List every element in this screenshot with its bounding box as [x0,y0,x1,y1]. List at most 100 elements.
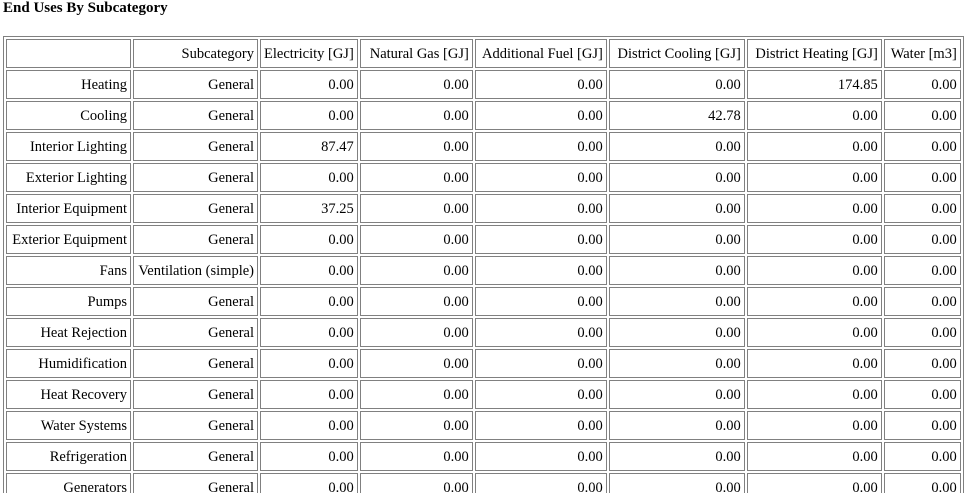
header-cell-additional-fuel: Additional Fuel [GJ] [474,39,607,68]
header-cell-water: Water [m3] [883,39,961,68]
subcategory-cell: General [133,194,258,223]
row-label-cell: Water Systems [6,411,131,440]
district-cooling-cell: 0.00 [608,194,745,223]
table-row: Pumps General 0.00 0.00 0.00 0.00 0.00 0.00 [6,287,961,316]
table-row: Exterior Equipment General 0.00 0.00 0.00 0.0… [6,225,961,254]
subcategory-cell: General [133,287,258,316]
district-heating-cell: 0.00 [746,163,882,192]
district-heating-cell: 0.00 [746,256,882,285]
water-cell: 0.00 [883,132,961,161]
table-row: Interior Lighting General 87.47 0.00 0.00 0.0… [6,132,961,161]
row-label-cell: Humidification [6,349,131,378]
table-row: Refrigeration General 0.00 0.00 0.00 0.00 0.00… [6,442,961,471]
additional-fuel-cell: 0.00 [474,287,607,316]
natural-gas-cell: 0.00 [359,194,473,223]
water-cell: 0.00 [883,101,961,130]
water-cell: 0.00 [883,473,961,493]
row-label-cell: Exterior Lighting [6,163,131,192]
header-cell-district-heating: District Heating [GJ] [746,39,882,68]
electricity-cell: 0.00 [260,256,358,285]
subcategory-cell: General [133,70,258,99]
end-uses-table: Subcategory Electricity [GJ] Natural Gas… [3,36,964,493]
electricity-cell: 0.00 [260,287,358,316]
row-label-cell: Heat Rejection [6,318,131,347]
row-label-cell: Cooling [6,101,131,130]
subcategory-cell: General [133,442,258,471]
additional-fuel-cell: 0.00 [474,225,607,254]
district-heating-cell: 0.00 [746,194,882,223]
additional-fuel-cell: 0.00 [474,318,607,347]
district-cooling-cell: 0.00 [608,473,745,493]
additional-fuel-cell: 0.00 [474,442,607,471]
natural-gas-cell: 0.00 [359,101,473,130]
district-heating-cell: 0.00 [746,225,882,254]
table-row: Heating General 0.00 0.00 0.00 0.00 174.85 0.00 [6,70,961,99]
table-header-row: Subcategory Electricity [GJ] Natural Gas… [6,39,961,68]
natural-gas-cell: 0.00 [359,70,473,99]
natural-gas-cell: 0.00 [359,287,473,316]
district-cooling-cell: 0.00 [608,380,745,409]
row-label-cell: Refrigeration [6,442,131,471]
header-cell-natural-gas: Natural Gas [GJ] [359,39,473,68]
table-row: Generators General 0.00 0.00 0.00 0.00 0.00 0.0… [6,473,961,493]
district-heating-cell: 0.00 [746,318,882,347]
row-label-cell: Heating [6,70,131,99]
subcategory-cell: General [133,318,258,347]
natural-gas-cell: 0.00 [359,318,473,347]
header-cell-subcategory: Subcategory [133,39,258,68]
district-heating-cell: 0.00 [746,101,882,130]
subcategory-cell: General [133,349,258,378]
water-cell: 0.00 [883,194,961,223]
table-row: Humidification General 0.00 0.00 0.00 0.00 0.0… [6,349,961,378]
district-cooling-cell: 0.00 [608,411,745,440]
row-label-cell: Generators [6,473,131,493]
water-cell: 0.00 [883,411,961,440]
water-cell: 0.00 [883,442,961,471]
natural-gas-cell: 0.00 [359,380,473,409]
district-cooling-cell: 0.00 [608,163,745,192]
water-cell: 0.00 [883,287,961,316]
district-cooling-cell: 42.78 [608,101,745,130]
subcategory-cell: General [133,163,258,192]
row-label-cell: Interior Lighting [6,132,131,161]
water-cell: 0.00 [883,70,961,99]
row-label-cell: Interior Equipment [6,194,131,223]
subcategory-cell: General [133,380,258,409]
electricity-cell: 0.00 [260,70,358,99]
additional-fuel-cell: 0.00 [474,194,607,223]
district-cooling-cell: 0.00 [608,132,745,161]
electricity-cell: 87.47 [260,132,358,161]
natural-gas-cell: 0.00 [359,411,473,440]
table-row: Exterior Lighting General 0.00 0.00 0.00 0.00… [6,163,961,192]
district-cooling-cell: 0.00 [608,287,745,316]
subcategory-cell: General [133,101,258,130]
additional-fuel-cell: 0.00 [474,70,607,99]
district-heating-cell: 0.00 [746,349,882,378]
natural-gas-cell: 0.00 [359,163,473,192]
subcategory-cell: General [133,411,258,440]
natural-gas-cell: 0.00 [359,256,473,285]
water-cell: 0.00 [883,318,961,347]
electricity-cell: 0.00 [260,473,358,493]
additional-fuel-cell: 0.00 [474,132,607,161]
header-cell-district-cooling: District Cooling [GJ] [608,39,745,68]
electricity-cell: 0.00 [260,163,358,192]
water-cell: 0.00 [883,349,961,378]
row-label-cell: Exterior Equipment [6,225,131,254]
table-row: Cooling General 0.00 0.00 0.00 42.78 0.00 0.00 [6,101,961,130]
electricity-cell: 37.25 [260,194,358,223]
electricity-cell: 0.00 [260,349,358,378]
district-heating-cell: 0.00 [746,411,882,440]
report-title: End Uses By Subcategory [3,0,168,16]
subcategory-cell: General [133,132,258,161]
water-cell: 0.00 [883,256,961,285]
electricity-cell: 0.00 [260,442,358,471]
table-row: Fans Ventilation (simple) 0.00 0.00 0.00 0.00… [6,256,961,285]
district-cooling-cell: 0.00 [608,256,745,285]
district-heating-cell: 0.00 [746,442,882,471]
subcategory-cell: General [133,473,258,493]
additional-fuel-cell: 0.00 [474,411,607,440]
subcategory-cell: General [133,225,258,254]
electricity-cell: 0.00 [260,101,358,130]
table-row: Water Systems General 0.00 0.00 0.00 0.00 0.00… [6,411,961,440]
